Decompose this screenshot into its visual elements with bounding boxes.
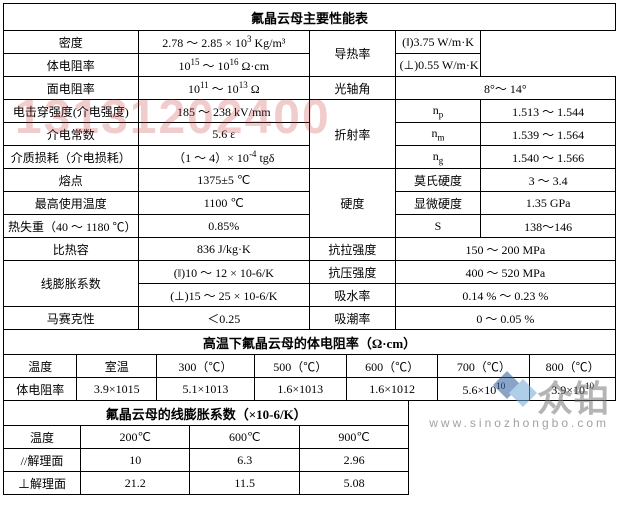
resist-cell: 500（℃） xyxy=(254,355,346,378)
prop-value: 185 ～ 238 kV/mm xyxy=(138,100,309,123)
prop-label: 热失重（40 ～ 1180 ℃） xyxy=(4,215,139,238)
prop-label-r: 抗压强度 xyxy=(309,261,395,284)
prop-value-r: 138～146 xyxy=(481,215,616,238)
resist-cell: 室温 xyxy=(77,355,157,378)
resist-cell: 温度 xyxy=(4,355,77,378)
prop-value-r: 150 ～ 200 MPa xyxy=(395,238,615,261)
prop-label-r: 导热率 xyxy=(309,31,395,77)
main-properties-table: 氟晶云母主要性能表 密度2.78 ～ 2.85 × 103 Kg/m³导热率(‖… xyxy=(3,3,616,330)
prop-label: 线膨胀系数 xyxy=(4,261,139,307)
resist-cell: 5.6×1010 xyxy=(438,378,530,401)
prop-value-r: 1.539 ～ 1.564 xyxy=(481,123,616,146)
prop-value-r: 400 ～ 520 MPa xyxy=(395,261,615,284)
prop-label: 体电阻率 xyxy=(4,54,139,77)
expand-cell: 2.96 xyxy=(299,449,408,472)
prop-label: 熔点 xyxy=(4,169,139,192)
expansion-table: 氟晶云母的线膨胀系数（×10-6/K） 温度200℃600℃900℃//解理面1… xyxy=(3,400,409,495)
prop-value: 1100 ℃ xyxy=(138,192,309,215)
prop-value: 836 J/kg·K xyxy=(138,238,309,261)
expand-cell: ⊥解理面 xyxy=(4,472,81,495)
expand-cell: 温度 xyxy=(4,426,81,449)
prop-sub: ng xyxy=(395,146,481,169)
prop-label-r: 吸潮率 xyxy=(309,307,395,330)
expand-cell: 21.2 xyxy=(81,472,190,495)
expand-cell: //解理面 xyxy=(4,449,81,472)
expand-cell: 5.08 xyxy=(299,472,408,495)
resist-cell: 体电阻率 xyxy=(4,378,77,401)
prop-sub: S xyxy=(395,215,481,238)
prop-value: 1375±5 ℃ xyxy=(138,169,309,192)
prop-value: 2.78 ～ 2.85 × 103 Kg/m³ xyxy=(138,31,309,54)
prop-value: （1 ～ 4）× 10-4 tgδ xyxy=(138,146,309,169)
prop-label: 最高使用温度 xyxy=(4,192,139,215)
prop-value: 1011 ～ 1013 Ω xyxy=(138,77,309,100)
prop-value-r: 1.513 ～ 1.544 xyxy=(481,100,616,123)
prop-label-r: 折射率 xyxy=(309,100,395,169)
prop-label-r: 硬度 xyxy=(309,169,395,238)
prop-label-r: 抗拉强度 xyxy=(309,238,395,261)
prop-value: (‖)10 ～ 12 × 10-6/K xyxy=(138,261,309,284)
prop-sub: 莫氏硬度 xyxy=(395,169,481,192)
expand-cell: 10 xyxy=(81,449,190,472)
prop-value: 0.85% xyxy=(138,215,309,238)
prop-label-r: 吸水率 xyxy=(309,284,395,307)
prop-value-r: 1.540 ～ 1.566 xyxy=(481,146,616,169)
prop-label: 马赛克性 xyxy=(4,307,139,330)
expand-cell: 11.5 xyxy=(190,472,299,495)
resist-cell: 1.6×1013 xyxy=(254,378,346,401)
prop-sub: nm xyxy=(395,123,481,146)
prop-label: 电击穿强度(介电强度) xyxy=(4,100,139,123)
prop-value: 5.6 ε xyxy=(138,123,309,146)
resist-cell: 700（℃） xyxy=(438,355,530,378)
prop-value: 1015 ～ 1016 Ω·cm xyxy=(138,54,309,77)
expand-cell: 6.3 xyxy=(190,449,299,472)
prop-sub: 显微硬度 xyxy=(395,192,481,215)
expand-cell: 200℃ xyxy=(81,426,190,449)
resist-cell: 300（℃） xyxy=(156,355,254,378)
prop-value-r: (⊥)0.55 W/m·K xyxy=(395,54,481,77)
expand-cell: 900℃ xyxy=(299,426,408,449)
prop-value-r: 3 ～ 3.4 xyxy=(481,169,616,192)
resist-cell: 800（℃） xyxy=(530,355,616,378)
prop-label: 介电常数 xyxy=(4,123,139,146)
resist-cell: 3.9×1015 xyxy=(77,378,157,401)
prop-value: (⊥)15 ～ 25 × 10-6/K xyxy=(138,284,309,307)
prop-sub: np xyxy=(395,100,481,123)
resistivity-table: 高温下氟晶云母的体电阻率（Ω·cm） 温度室温300（℃）500（℃）600（℃… xyxy=(3,329,616,401)
prop-value: ＜0.25 xyxy=(138,307,309,330)
prop-value-r: 0 ～ 0.05 % xyxy=(395,307,615,330)
resist-cell: 1.6×1012 xyxy=(346,378,438,401)
resist-cell: 600（℃） xyxy=(346,355,438,378)
prop-label: 面电阻率 xyxy=(4,77,139,100)
prop-label-r: 光轴角 xyxy=(309,77,395,100)
prop-label: 介质损耗（介电损耗） xyxy=(4,146,139,169)
main-title: 氟晶云母主要性能表 xyxy=(4,4,616,31)
expand-cell: 600℃ xyxy=(190,426,299,449)
expand-title: 氟晶云母的线膨胀系数（×10-6/K） xyxy=(4,401,409,426)
prop-value-r: (‖)3.75 W/m·K xyxy=(395,31,481,54)
prop-value-r: 1.35 GPa xyxy=(481,192,616,215)
prop-label: 密度 xyxy=(4,31,139,54)
prop-value-r: 0.14 % ～ 0.23 % xyxy=(395,284,615,307)
prop-value-r: 8°～ 14° xyxy=(395,77,615,100)
prop-label: 比热容 xyxy=(4,238,139,261)
resist-cell: 5.1×1013 xyxy=(156,378,254,401)
resist-title: 高温下氟晶云母的体电阻率（Ω·cm） xyxy=(4,330,616,355)
resist-cell: 3.9×1010 xyxy=(530,378,616,401)
